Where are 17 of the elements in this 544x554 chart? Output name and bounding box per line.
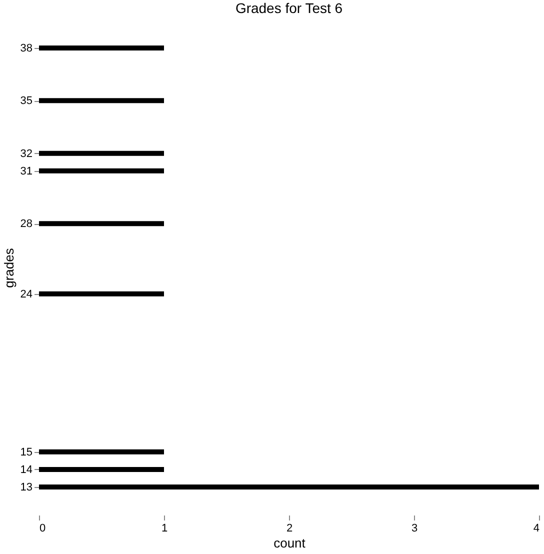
- y-tick-label: 14: [20, 464, 32, 476]
- x-axis-title: count: [274, 536, 306, 550]
- x-tick-label: 3: [411, 522, 418, 534]
- chart-title: Grades for Test 6: [235, 0, 343, 16]
- y-tick-label: 24: [20, 288, 32, 300]
- y-tick-label: 13: [20, 482, 32, 494]
- y-tick-label: 38: [20, 42, 32, 54]
- y-tick-label: 32: [20, 148, 32, 160]
- y-tick-label: 28: [20, 218, 32, 230]
- y-tick-label: 35: [20, 95, 32, 108]
- y-axis-title: grades: [1, 248, 16, 288]
- x-tick-label: 4: [533, 522, 540, 534]
- y-tick-label: 31: [20, 165, 32, 178]
- x-tick-label: 0: [40, 522, 46, 534]
- x-tick-label: 1: [161, 522, 168, 534]
- y-tick-label: 15: [20, 446, 32, 458]
- x-tick-label: 2: [286, 522, 293, 534]
